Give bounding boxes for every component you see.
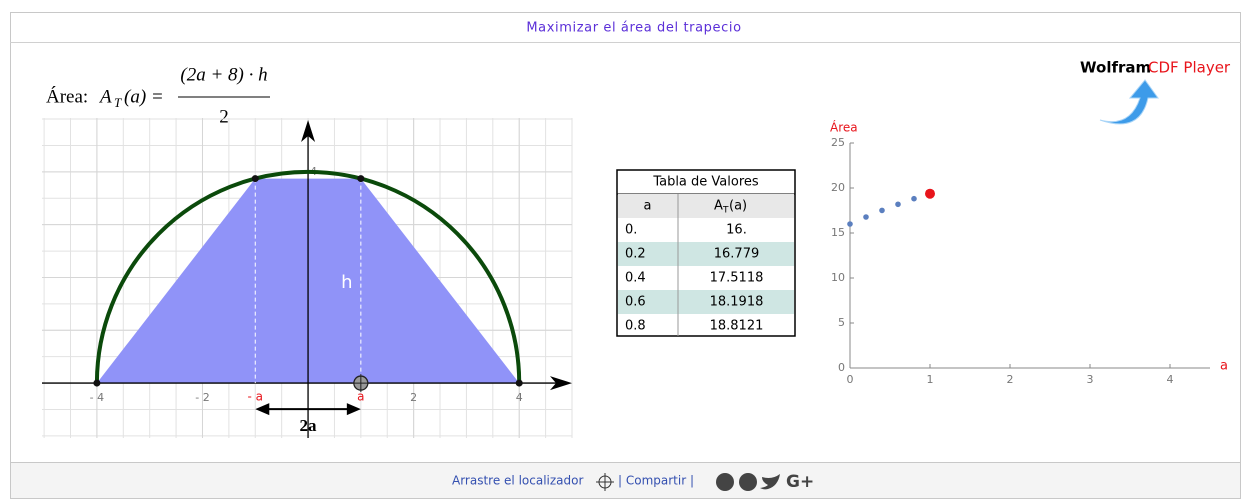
- table-row-bg: [618, 290, 794, 314]
- point: [911, 195, 917, 202]
- footer-drag: Arrastre el localizador: [452, 474, 583, 488]
- point: [863, 214, 869, 220]
- locator-icon: [596, 473, 614, 491]
- x-tick-label: - 4: [90, 391, 104, 404]
- semicircle: [94, 169, 522, 384]
- y-tick-label: 15: [831, 226, 845, 239]
- y-tick-label: 25: [831, 136, 845, 149]
- x-tick-label: 0: [847, 373, 854, 386]
- x-tick-label: 4: [1167, 373, 1174, 386]
- width-arrow-head: [346, 403, 361, 416]
- formula: Área: A T (a) = (2a + 8) · h 2: [46, 64, 270, 127]
- footer-gplus[interactable]: G+: [786, 472, 814, 492]
- table-cell: 18.8121: [710, 319, 764, 334]
- table-header-row: [618, 194, 794, 218]
- table-row-bg: [618, 242, 794, 266]
- table-cell: 0.2: [625, 247, 646, 262]
- x-axis-label: a: [1220, 359, 1228, 374]
- formula-arg: (a) =: [124, 86, 164, 107]
- x-tick-label: 4: [516, 391, 523, 404]
- vertex: [251, 175, 259, 183]
- width-arrow-head: [255, 403, 270, 416]
- x-tick-label: - 2: [195, 391, 209, 404]
- whatsapp-icon[interactable]: [739, 473, 757, 491]
- formula-lhs: A: [98, 86, 112, 107]
- twitter-icon[interactable]: [760, 474, 780, 490]
- h-label: h: [341, 272, 352, 293]
- table-title: Tabla de Valores: [652, 175, 759, 190]
- locator[interactable]: [351, 374, 370, 393]
- table-cell: 17.5118: [710, 271, 764, 286]
- point: [847, 221, 853, 227]
- width-label: 2a: [300, 416, 318, 435]
- footer-bar: [10, 462, 1241, 499]
- table-cell: 16.779: [714, 247, 760, 262]
- logo: Wolfram CDF Player: [1080, 59, 1231, 125]
- a-label: a: [357, 390, 364, 404]
- current-point: [925, 188, 935, 199]
- table-cell: 0.4: [625, 271, 646, 286]
- logo-product: CDF Player: [1148, 59, 1231, 77]
- vertex: [515, 379, 523, 387]
- y-axis-label: Área: [830, 120, 858, 135]
- table-header-a: a: [644, 199, 652, 214]
- y-tick-label: 20: [831, 181, 845, 194]
- app-title: Maximizar el área del trapecio: [526, 21, 741, 36]
- table-cell: 0.: [625, 223, 637, 238]
- formula-denominator: 2: [219, 106, 229, 127]
- y-tick-label: 5: [838, 316, 845, 329]
- table-cell: 0.8: [625, 319, 646, 334]
- table-header-arg: (a): [729, 199, 747, 214]
- footer-share: | Compartir |: [618, 474, 694, 488]
- logo-arrow: [1099, 79, 1159, 125]
- x-axis-arrow: [550, 376, 572, 391]
- formula-label: Área:: [46, 85, 88, 107]
- x-tick-label: 1: [927, 373, 934, 386]
- table-cell: 0.6: [625, 295, 646, 310]
- x-tick-label: 3: [1087, 373, 1094, 386]
- vertex: [357, 175, 365, 183]
- formula-numerator: (2a + 8) · h: [180, 64, 267, 85]
- y-axis-arrow: [301, 120, 316, 142]
- x-tick-label: 2: [1007, 373, 1014, 386]
- point: [879, 207, 885, 214]
- formula-sub: T: [114, 95, 122, 110]
- minus-a-label: - a: [248, 390, 264, 404]
- table-header-sub: T: [722, 206, 729, 216]
- table-header-area: A: [714, 199, 723, 214]
- table-cell: 18.1918: [710, 295, 764, 310]
- x-tick-label: 2: [410, 391, 417, 404]
- point: [895, 201, 901, 208]
- logo-brand: Wolfram: [1080, 59, 1151, 77]
- vertex: [93, 379, 101, 387]
- facebook-icon[interactable]: [716, 473, 734, 491]
- y-tick-label: 10: [831, 271, 845, 284]
- table-cell: 16.: [726, 223, 747, 238]
- y-tick-label: 0: [838, 361, 845, 374]
- footer: Arrastre el localizador | Compartir | G+: [452, 472, 814, 492]
